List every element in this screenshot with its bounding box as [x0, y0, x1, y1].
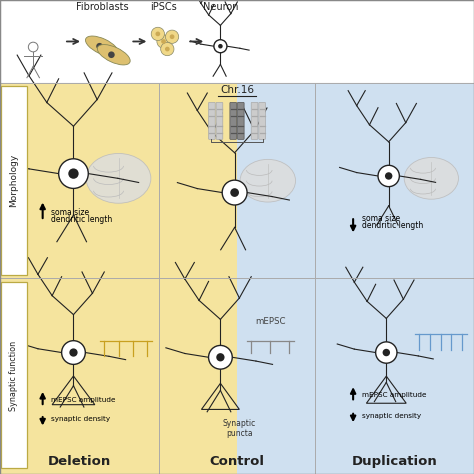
Text: synaptic density: synaptic density — [51, 416, 110, 422]
Text: Synaptic
puncta: Synaptic puncta — [223, 419, 256, 438]
Text: Fibroblasts: Fibroblasts — [75, 2, 128, 12]
FancyBboxPatch shape — [216, 102, 223, 139]
FancyBboxPatch shape — [1, 86, 27, 275]
Text: Synaptic function: Synaptic function — [9, 341, 18, 411]
FancyBboxPatch shape — [259, 102, 265, 139]
Text: mEPSC amplitude: mEPSC amplitude — [362, 392, 426, 398]
Circle shape — [218, 44, 223, 48]
Bar — [0, 0, 474, 83]
Circle shape — [165, 30, 179, 44]
Text: Morphology: Morphology — [9, 154, 18, 207]
Circle shape — [151, 27, 164, 41]
Ellipse shape — [85, 36, 118, 56]
Text: mEPSC: mEPSC — [255, 317, 285, 326]
Ellipse shape — [404, 157, 458, 199]
Polygon shape — [159, 83, 315, 474]
FancyBboxPatch shape — [230, 102, 237, 139]
Text: Neuron: Neuron — [203, 2, 238, 12]
Circle shape — [62, 341, 85, 365]
Circle shape — [108, 52, 115, 58]
Circle shape — [69, 348, 78, 357]
Circle shape — [216, 353, 225, 361]
Circle shape — [222, 180, 247, 205]
Circle shape — [161, 39, 166, 44]
Bar — [315, 83, 474, 474]
Text: iPSCs: iPSCs — [150, 2, 177, 12]
Text: Chr.16: Chr.16 — [220, 85, 254, 95]
Circle shape — [157, 35, 170, 48]
Text: dendritic length: dendritic length — [362, 221, 423, 230]
Text: soma size: soma size — [362, 214, 400, 223]
Circle shape — [383, 349, 390, 356]
Circle shape — [155, 32, 160, 36]
Text: synaptic density: synaptic density — [362, 412, 421, 419]
Polygon shape — [237, 83, 315, 474]
Circle shape — [385, 172, 392, 180]
Bar — [0, 83, 159, 474]
Text: Duplication: Duplication — [352, 456, 438, 468]
Circle shape — [59, 159, 88, 189]
Circle shape — [214, 40, 227, 53]
Circle shape — [230, 188, 239, 197]
FancyBboxPatch shape — [209, 102, 215, 139]
Ellipse shape — [97, 45, 130, 65]
Circle shape — [165, 47, 170, 52]
Text: dendritic length: dendritic length — [51, 215, 112, 224]
FancyBboxPatch shape — [237, 102, 244, 139]
Circle shape — [96, 43, 103, 50]
Text: Control: Control — [210, 456, 264, 468]
Circle shape — [209, 346, 232, 369]
Circle shape — [161, 43, 174, 56]
Circle shape — [170, 35, 174, 39]
Circle shape — [68, 168, 79, 179]
Text: mEPSC amplitude: mEPSC amplitude — [51, 397, 116, 403]
Circle shape — [375, 342, 397, 363]
FancyBboxPatch shape — [1, 282, 27, 468]
FancyBboxPatch shape — [251, 102, 258, 139]
Ellipse shape — [86, 154, 151, 203]
Text: soma size: soma size — [51, 208, 89, 217]
Circle shape — [378, 165, 399, 187]
Text: Deletion: Deletion — [48, 456, 111, 468]
Ellipse shape — [240, 159, 296, 202]
